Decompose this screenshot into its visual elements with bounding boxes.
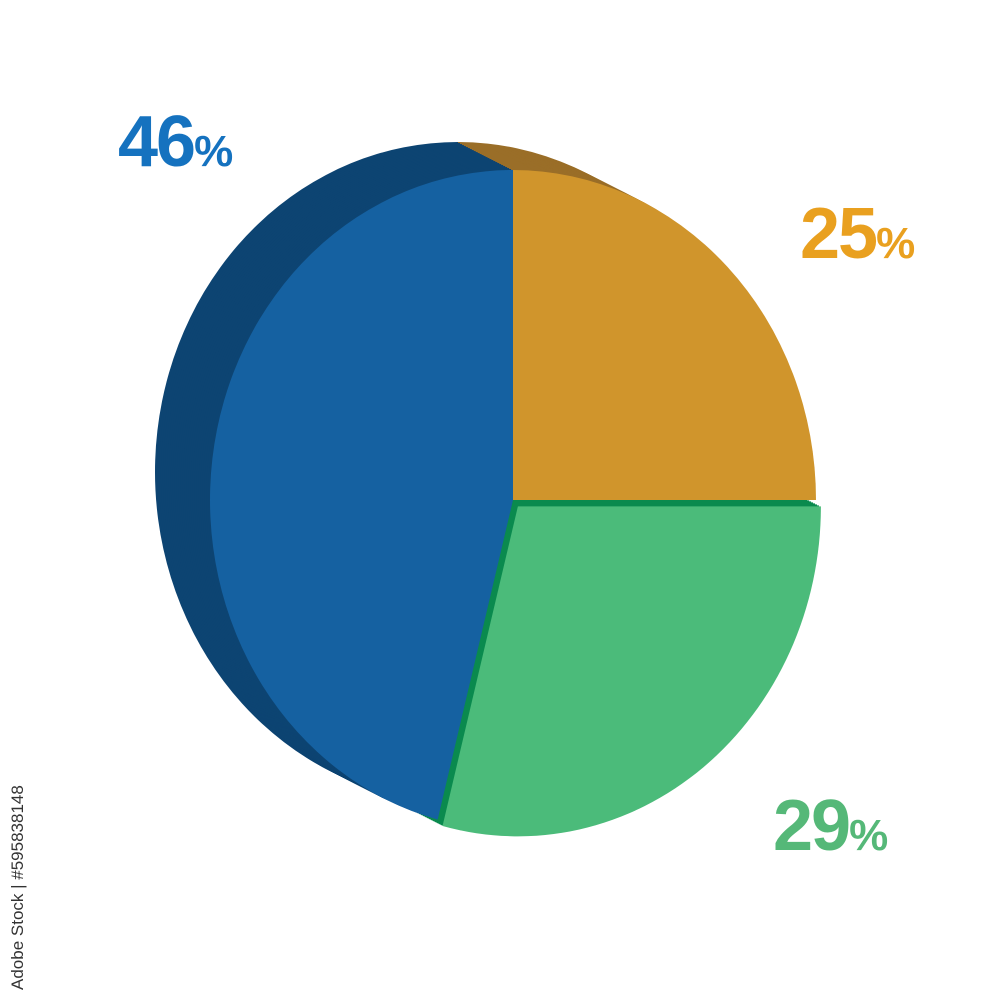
pie-slice-25 bbox=[513, 170, 816, 500]
label-unit: % bbox=[194, 127, 234, 176]
slice-label-29: 29% bbox=[773, 790, 888, 862]
label-value: 29 bbox=[773, 786, 851, 866]
label-unit: % bbox=[849, 811, 889, 860]
pie-slice-46 bbox=[210, 170, 513, 820]
pie-slice-29 bbox=[442, 506, 821, 837]
slice-label-25: 25% bbox=[800, 198, 915, 270]
stock-credit: Adobe Stock | #595838148 bbox=[8, 785, 27, 990]
label-value: 25 bbox=[800, 194, 878, 274]
label-value: 46 bbox=[118, 102, 196, 182]
slice-label-46: 46% bbox=[118, 106, 233, 178]
label-unit: % bbox=[876, 219, 916, 268]
